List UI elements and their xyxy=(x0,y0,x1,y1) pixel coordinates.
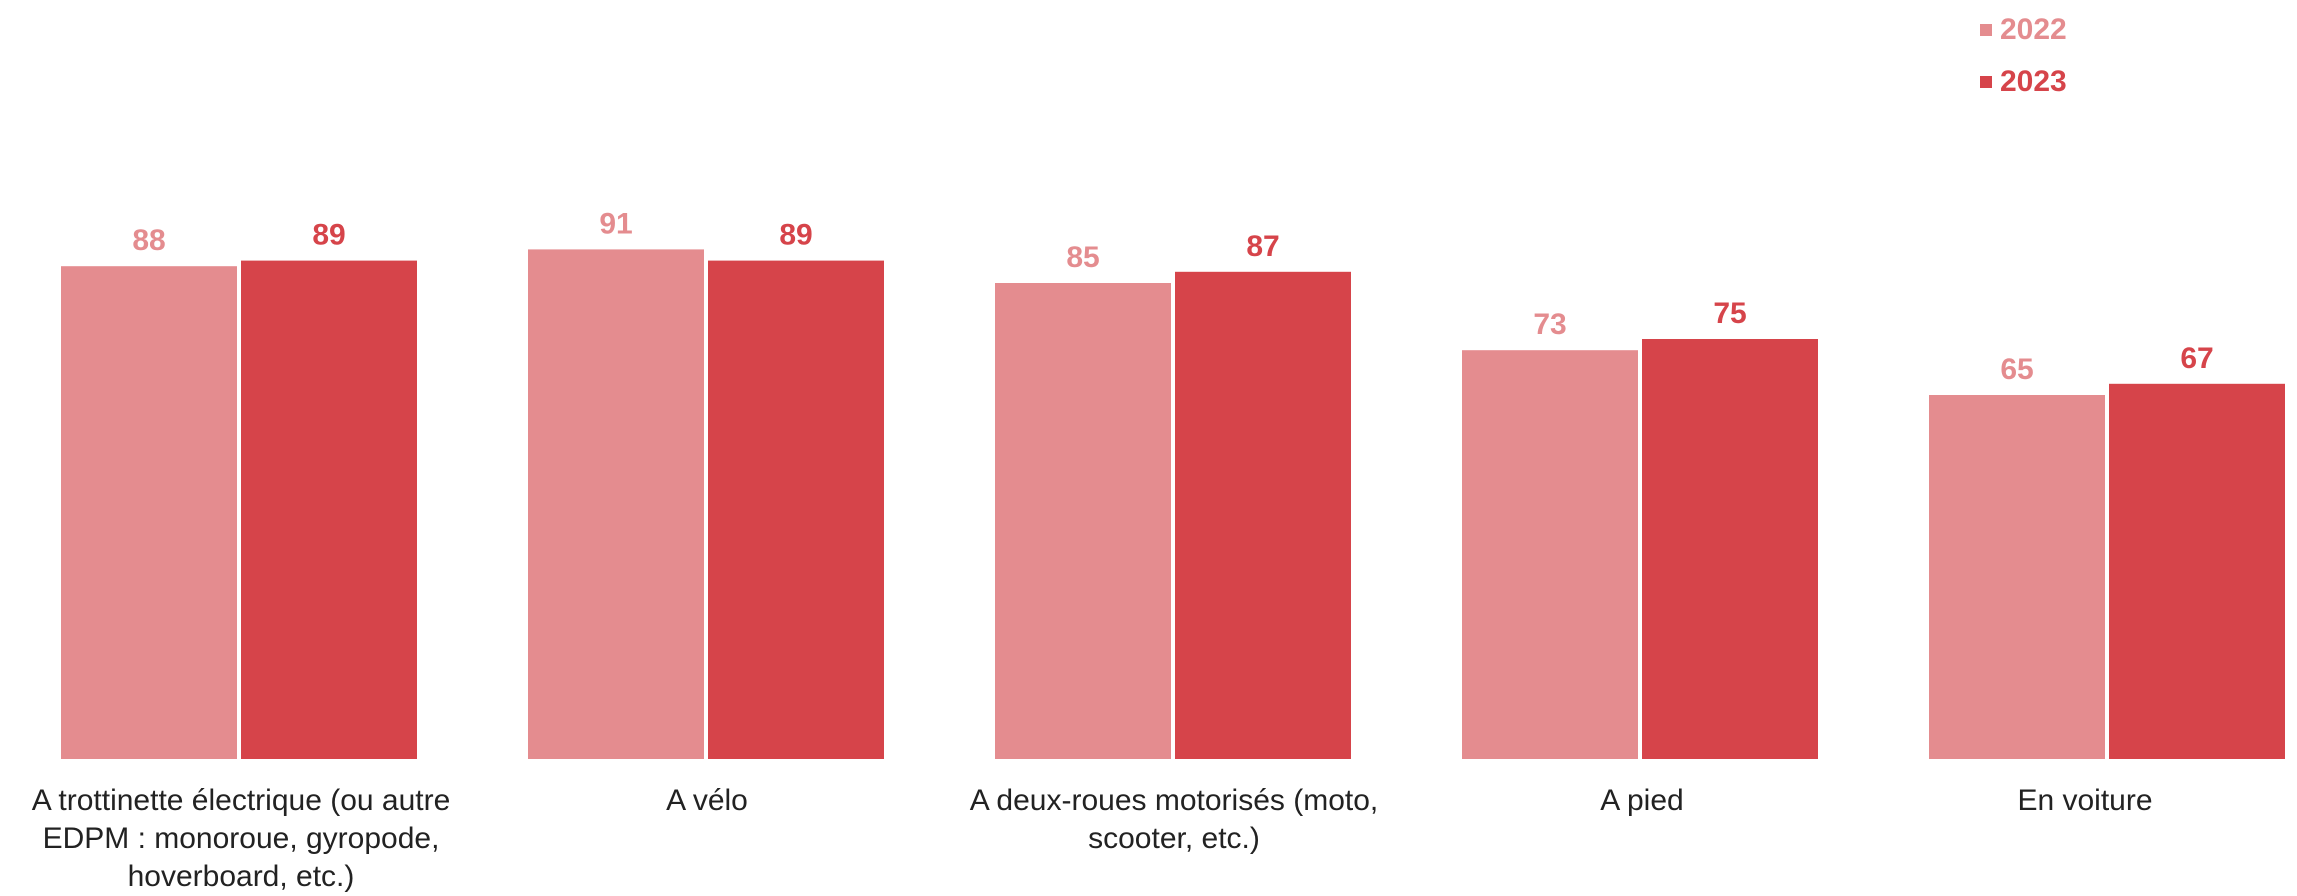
category-label-trottinette: A trottinette électrique (ou autre EDPM … xyxy=(31,784,451,893)
data-label-2023-voiture: 67 xyxy=(2180,342,2213,375)
bar-2022-voiture xyxy=(1929,395,2105,759)
category-label-deux-roues: A deux-roues motorisés (moto, scooter, e… xyxy=(969,784,1379,855)
bar-2022-pied xyxy=(1462,350,1638,759)
data-label-2023-trottinette: 89 xyxy=(312,219,345,252)
category-label-velo: A vélo xyxy=(666,784,748,817)
bar-2023-pied xyxy=(1642,339,1818,759)
bar-2022-velo xyxy=(528,249,704,759)
data-label-2023-deux-roues: 87 xyxy=(1246,230,1279,263)
data-label-2022-voiture: 65 xyxy=(2000,353,2033,386)
data-label-2022-trottinette: 88 xyxy=(132,224,165,257)
legend-item-2022: 2022 xyxy=(1980,4,2067,56)
category-label-pied: A pied xyxy=(1600,784,1684,817)
legend: 2022 2023 xyxy=(1980,4,2067,108)
bar-2023-trottinette xyxy=(241,260,417,759)
category-label-voiture: En voiture xyxy=(2017,784,2153,817)
legend-label-2022: 2022 xyxy=(2000,13,2067,46)
bar-2022-deux-roues xyxy=(995,283,1171,759)
bar-2022-trottinette xyxy=(61,266,237,759)
bar-2023-deux-roues xyxy=(1175,271,1351,759)
bar-2023-voiture xyxy=(2109,383,2285,759)
data-label-2022-velo: 91 xyxy=(599,207,632,240)
bar-2023-velo xyxy=(708,260,884,759)
legend-swatch-2022 xyxy=(1980,24,1992,36)
legend-label-2023: 2023 xyxy=(2000,65,2067,98)
data-label-2023-pied: 75 xyxy=(1713,297,1746,330)
data-label-2022-deux-roues: 85 xyxy=(1066,241,1099,274)
legend-item-2023: 2023 xyxy=(1980,56,2067,108)
data-label-2022-pied: 73 xyxy=(1533,308,1566,341)
data-label-2023-velo: 89 xyxy=(779,219,812,252)
legend-swatch-2023 xyxy=(1980,76,1992,88)
